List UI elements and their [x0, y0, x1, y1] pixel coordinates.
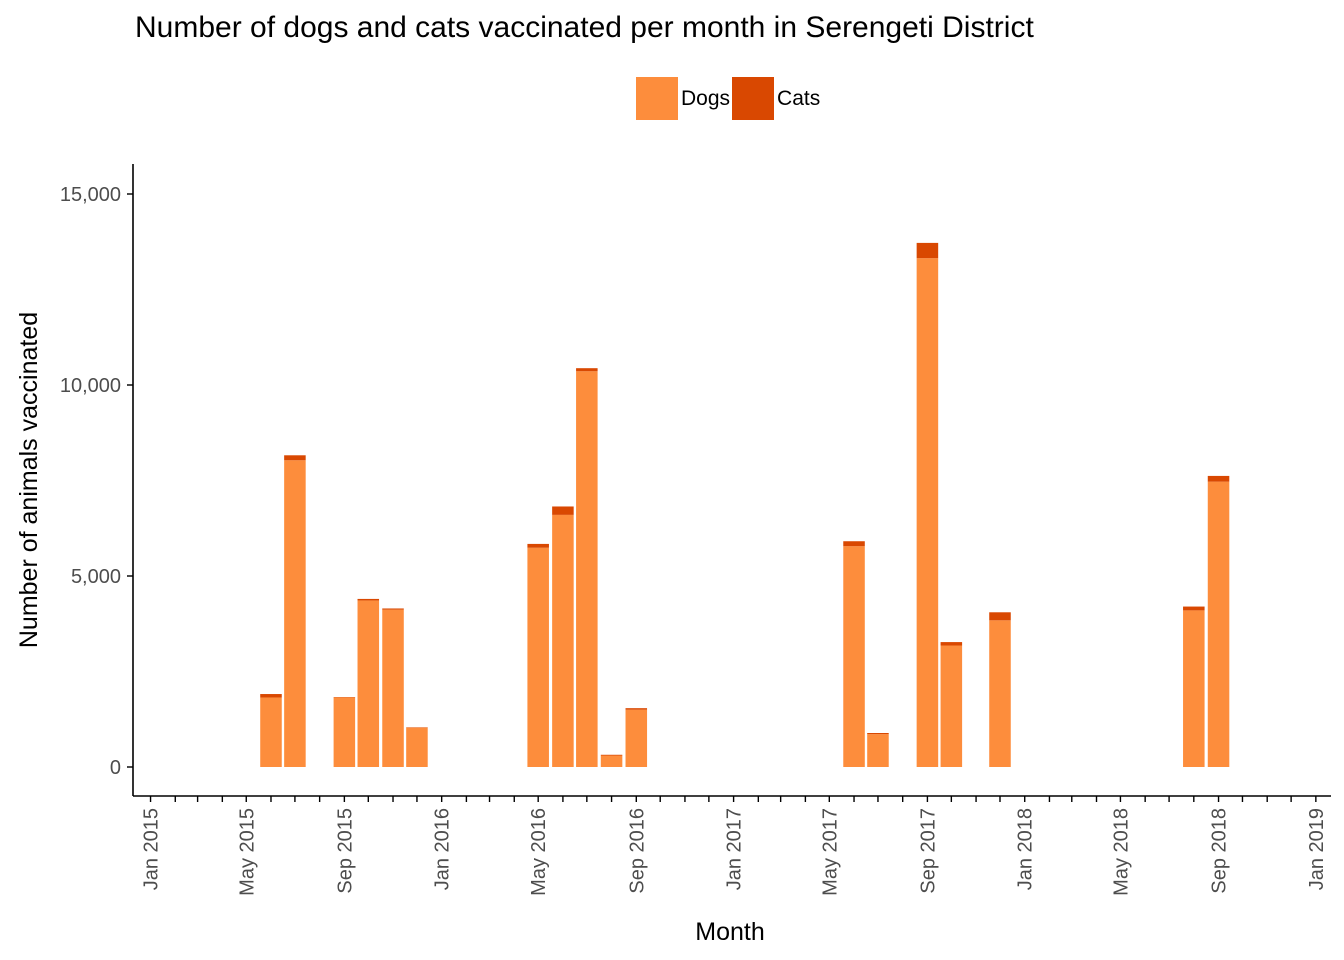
legend-item-cats: Cats: [732, 77, 822, 120]
x-tick-label: Jan 2015: [141, 808, 163, 890]
x-tick-label: May 2018: [1110, 808, 1132, 896]
bar-dogs-2016-09: [625, 709, 648, 767]
legend: Dogs Cats: [636, 77, 822, 120]
bar-dogs-2016-06: [552, 514, 574, 767]
x-tick-label: May 2017: [819, 808, 841, 896]
bar-dogs-2017-10: [940, 645, 963, 767]
bar-dogs-2018-09: [1207, 481, 1230, 767]
bar-cats-2017-07: [867, 733, 889, 735]
x-tick-label: Jan 2019: [1306, 808, 1328, 890]
bar-cats-2015-11: [382, 608, 404, 610]
bar-cats-2015-06: [260, 694, 282, 698]
bar-dogs-2015-11: [382, 609, 404, 767]
bar-cats-2017-06: [843, 541, 865, 547]
bar-dogs-2015-07: [284, 460, 306, 767]
bar-cats-2018-09: [1207, 475, 1230, 482]
x-tick-label: May 2015: [236, 808, 258, 896]
bar-cats-2017-12: [989, 612, 1011, 621]
legend-swatch-dogs: [636, 77, 678, 120]
bar-cats-2016-08: [600, 754, 623, 756]
legend-item-dogs: Dogs: [636, 77, 732, 120]
x-tick-label: Sep 2018: [1209, 808, 1231, 894]
x-tick-label: Sep 2015: [334, 808, 356, 894]
bar-cats-2015-07: [284, 455, 306, 461]
bar-dogs-2017-06: [843, 546, 865, 767]
bar-cats-2016-07: [576, 368, 598, 372]
y-tick-label: 10,000: [60, 375, 121, 397]
bar-dogs-2015-12: [406, 727, 428, 767]
x-tick-label: Jan 2016: [432, 808, 454, 890]
bar-cats-2015-10: [357, 598, 380, 601]
legend-label-dogs: Dogs: [681, 86, 731, 110]
legend-swatch-cats: [732, 77, 775, 120]
bar-dogs-2016-07: [576, 371, 598, 767]
bar-cats-2016-05: [527, 543, 549, 548]
x-tick-label: Jan 2017: [724, 808, 746, 890]
bar-dogs-2017-07: [867, 734, 889, 767]
x-tick-label: Sep 2017: [917, 808, 939, 894]
bar-dogs-2015-06: [260, 697, 282, 767]
bar-dogs-2015-10: [357, 600, 380, 767]
bar-cats-2017-09: [916, 242, 939, 259]
bar-cats-2018-08: [1183, 606, 1205, 611]
x-axis-ticks: Jan 2015 May 2015 Sep 2015 Jan 2016 May 2016…: [141, 796, 1328, 896]
bar-dogs-2015-09: [333, 697, 356, 767]
bar-cats-2016-09: [625, 708, 648, 710]
x-tick-label: May 2016: [528, 808, 550, 896]
x-tick-label: Sep 2016: [626, 808, 648, 894]
x-axis-title: Month: [695, 918, 764, 946]
bars-group: [260, 242, 1230, 767]
bar-dogs-2016-08: [600, 755, 623, 767]
y-axis-title: Number of animals vaccinated: [15, 312, 43, 648]
y-axis-ticks: 0 5,000 10,000 15,000: [60, 184, 133, 779]
bar-dogs-2018-08: [1183, 610, 1205, 767]
bar-dogs-2017-09: [916, 258, 939, 767]
y-tick-label: 5,000: [71, 566, 121, 588]
y-tick-label: 15,000: [60, 184, 121, 206]
bar-dogs-2016-05: [527, 547, 549, 767]
x-tick-label: Jan 2018: [1015, 808, 1037, 890]
legend-label-cats: Cats: [777, 86, 821, 110]
chart-title: Number of dogs and cats vaccinated per m…: [135, 11, 1034, 44]
y-tick-label: 0: [110, 757, 121, 779]
bar-dogs-2017-12: [989, 620, 1011, 767]
bar-cats-2016-06: [552, 506, 574, 515]
bar-cats-2017-10: [940, 642, 963, 646]
